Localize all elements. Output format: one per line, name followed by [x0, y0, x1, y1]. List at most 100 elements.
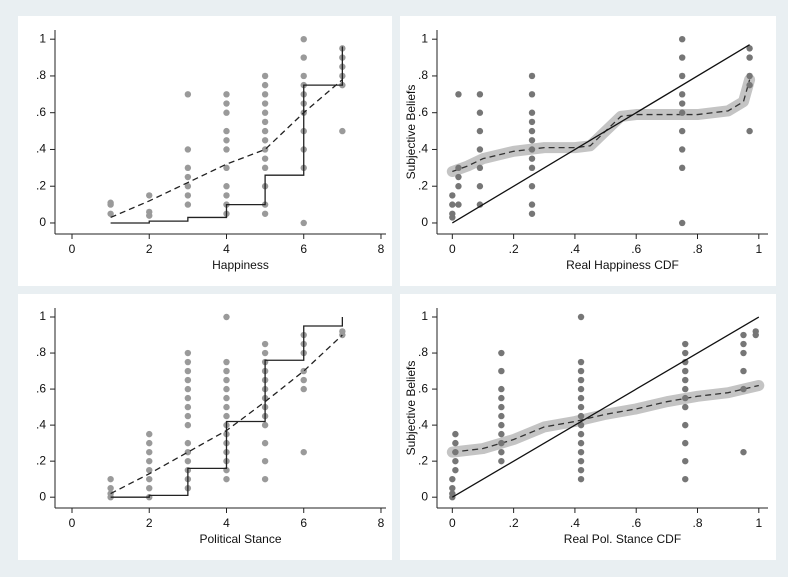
x-tick-label: 0 — [69, 242, 76, 256]
data-point — [107, 199, 114, 206]
data-point — [184, 385, 192, 393]
data-point — [577, 412, 585, 420]
data-point — [184, 376, 192, 384]
y-tick-label: .6 — [418, 105, 428, 119]
data-point — [682, 367, 689, 375]
data-point — [498, 421, 505, 429]
data-point — [184, 421, 192, 429]
x-tick-label: .4 — [570, 242, 580, 256]
data-point — [498, 439, 505, 447]
data-point — [498, 394, 505, 402]
data-point — [577, 358, 585, 366]
step-line — [110, 46, 344, 224]
data-point — [577, 430, 585, 438]
data-point — [577, 394, 585, 402]
data-point — [682, 349, 689, 357]
x-tick-label: 8 — [378, 242, 385, 256]
data-point — [452, 448, 459, 456]
y-tick-label: 0 — [421, 215, 428, 229]
data-point — [223, 91, 230, 98]
data-point — [184, 439, 192, 447]
data-point — [261, 210, 269, 217]
data-point — [746, 72, 753, 80]
data-point — [261, 457, 269, 465]
data-point — [452, 430, 459, 438]
panel: 0 .2 .4 .6 .8 1 0 2 4 6 8 Happiness — [18, 16, 392, 286]
data-point — [146, 466, 153, 474]
data-point — [184, 146, 192, 153]
data-point — [261, 109, 269, 116]
panel: 0 .2 .4 .6 .8 1 0 .2 .4 .6 .8 1 Real Happiness CDF Su… — [400, 16, 776, 286]
data-point — [740, 448, 747, 456]
data-point — [261, 137, 269, 144]
x-tick-label: .2 — [509, 516, 519, 530]
data-point — [682, 475, 689, 483]
data-point — [449, 475, 456, 483]
data-point — [146, 484, 153, 492]
data-point — [678, 109, 686, 116]
x-tick-label: 1 — [755, 242, 762, 256]
data-point — [577, 385, 585, 393]
data-point — [223, 412, 230, 420]
data-point — [449, 201, 456, 208]
data-point — [184, 394, 192, 402]
data-point — [740, 331, 747, 339]
data-point — [476, 183, 484, 190]
data-point — [223, 127, 230, 135]
step-line — [110, 317, 344, 498]
data-point — [261, 475, 269, 483]
x-tick-label: 6 — [300, 516, 307, 530]
data-point — [223, 109, 230, 116]
data-point — [184, 358, 192, 366]
data-point — [476, 127, 484, 135]
data-point — [223, 137, 230, 144]
data-point — [184, 91, 192, 98]
panel: 0 .2 .4 .6 .8 1 0 2 4 6 8 Political Stance — [18, 294, 392, 560]
data-point — [678, 127, 686, 135]
data-point — [184, 183, 192, 190]
x-tick-label: 2 — [146, 242, 153, 256]
data-point — [498, 448, 505, 456]
data-point — [223, 100, 230, 107]
data-point — [184, 349, 192, 357]
data-point — [577, 466, 585, 474]
data-point — [146, 439, 153, 447]
data-point — [261, 164, 269, 172]
confidence-band — [446, 74, 756, 178]
confidence-band — [446, 379, 765, 458]
data-point — [528, 72, 536, 80]
data-point — [184, 192, 192, 199]
x-axis-label: Happiness — [212, 258, 269, 272]
y-tick-label: .4 — [418, 142, 428, 156]
data-point — [678, 146, 686, 153]
data-point — [223, 403, 230, 411]
data-point — [740, 349, 747, 357]
data-point — [498, 367, 505, 375]
data-point — [449, 210, 456, 217]
data-point — [261, 91, 269, 98]
x-tick-label: 4 — [223, 242, 230, 256]
data-point — [746, 54, 753, 61]
data-point — [223, 183, 230, 190]
data-point — [476, 146, 484, 153]
data-point — [682, 376, 689, 384]
y-tick-label: .8 — [36, 345, 46, 359]
data-point — [528, 164, 536, 172]
data-point — [300, 54, 307, 61]
data-point — [577, 439, 585, 447]
data-point — [476, 91, 484, 98]
data-point — [452, 457, 459, 465]
panel: 0 .2 .4 .6 .8 1 0 .2 .4 .6 .8 1 Real Pol. Stance CDF… — [400, 294, 776, 560]
data-point — [678, 91, 686, 98]
data-point — [577, 421, 585, 429]
data-point — [184, 448, 192, 456]
x-tick-label: 2 — [146, 516, 153, 530]
data-point — [577, 376, 585, 384]
x-tick-label: 4 — [223, 516, 230, 530]
data-point — [455, 201, 462, 208]
data-point — [223, 394, 230, 402]
data-point — [682, 394, 689, 402]
data-point — [261, 421, 269, 429]
x-tick-label: .4 — [570, 516, 580, 530]
data-point — [449, 192, 456, 199]
